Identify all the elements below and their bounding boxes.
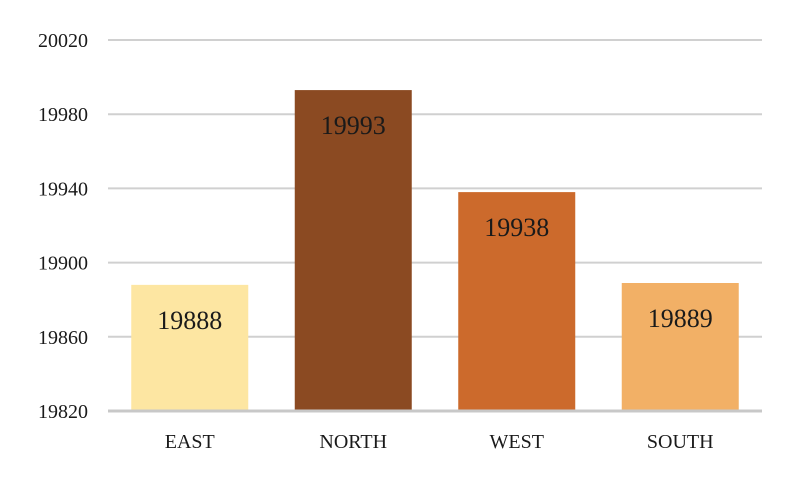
y-tick-label: 19860 xyxy=(38,327,88,349)
category-label-south: SOUTH xyxy=(647,431,714,453)
data-label-west: 19938 xyxy=(484,213,549,242)
data-labels: 19888 19993 19938 19889 xyxy=(157,111,713,335)
bar-west xyxy=(458,192,576,411)
y-tick-label: 20020 xyxy=(38,30,88,52)
category-label-east: EAST xyxy=(165,431,215,453)
bar-south xyxy=(621,283,739,411)
category-label-north: NORTH xyxy=(319,431,387,453)
data-label-east: 19888 xyxy=(157,306,222,335)
data-label-south: 19889 xyxy=(648,304,713,333)
y-axis-tick-labels: 19820 19860 19900 19940 19980 20020 xyxy=(38,30,88,423)
bars xyxy=(131,90,739,412)
bar-north xyxy=(294,90,412,412)
y-tick-label: 19980 xyxy=(38,104,88,126)
data-label-north: 19993 xyxy=(321,111,386,140)
y-tick-label: 19820 xyxy=(38,401,88,423)
category-label-west: WEST xyxy=(490,431,544,453)
y-tick-label: 19900 xyxy=(38,253,88,275)
y-tick-label: 19940 xyxy=(38,178,88,200)
x-axis-category-labels: EAST NORTH WEST SOUTH xyxy=(165,431,714,453)
bar-east xyxy=(131,284,249,411)
